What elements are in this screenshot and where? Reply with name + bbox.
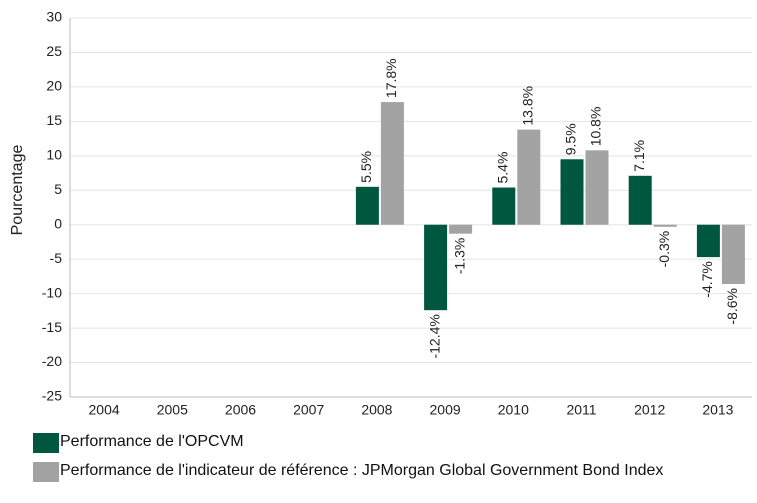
x-tick-label: 2013 <box>702 402 733 418</box>
value-label: -1.3% <box>451 238 467 275</box>
y-tick-label: 30 <box>46 9 62 25</box>
value-label: 7.1% <box>631 140 647 172</box>
chart: Pourcentage -25 -20 -15 -10 -5 0 5 10 15 20 25 30 20… <box>9 9 752 418</box>
value-label: -4.7% <box>699 261 715 298</box>
bar <box>560 159 584 225</box>
x-tick-label: 2009 <box>430 402 461 418</box>
x-tick-label: 2006 <box>225 402 256 418</box>
value-label: 13.8% <box>520 86 536 126</box>
value-label: 10.8% <box>588 107 604 147</box>
y-tick-label: -15 <box>42 319 62 335</box>
bar <box>517 129 541 225</box>
y-tick-label: 20 <box>46 78 62 94</box>
x-tick-label: 2005 <box>157 402 188 418</box>
y-tick-label: 10 <box>46 147 62 163</box>
bar <box>585 150 609 225</box>
y-tick-label: -25 <box>42 388 62 404</box>
value-label: 17.8% <box>383 58 399 98</box>
legend-entry: Performance de l'indicateur de référence… <box>33 462 757 482</box>
value-label: -8.6% <box>724 288 740 325</box>
x-tick-label: 2010 <box>498 402 529 418</box>
y-tick-label: -5 <box>50 250 63 266</box>
y-tick-label: -20 <box>42 353 62 369</box>
bar <box>653 224 677 227</box>
x-tick-label: 2004 <box>89 402 120 418</box>
bar <box>696 224 720 258</box>
value-label: -0.3% <box>656 231 672 268</box>
bar <box>424 224 448 311</box>
y-tick-label: 25 <box>46 43 62 59</box>
value-label: -12.4% <box>426 314 442 358</box>
x-tick-label: 2007 <box>293 402 324 418</box>
value-label: 5.5% <box>358 151 374 183</box>
bar <box>492 187 516 225</box>
legend-label: Performance de l'OPCVM <box>60 433 244 450</box>
y-tick-label: 5 <box>54 181 62 197</box>
x-tick-label: 2011 <box>566 402 596 418</box>
bar <box>721 224 745 284</box>
y-tick-label: 0 <box>54 215 62 231</box>
legend-swatch <box>33 462 59 482</box>
bar <box>449 224 473 234</box>
legend-swatch <box>33 433 59 453</box>
x-tick-label: 2012 <box>634 402 665 418</box>
value-label: 5.4% <box>495 152 511 184</box>
y-tick-label: -10 <box>42 284 62 300</box>
y-axis-label: Pourcentage <box>9 145 26 236</box>
legend-entry: Performance de l'OPCVM <box>33 433 757 453</box>
bar <box>380 102 404 225</box>
y-tick-label: 15 <box>46 112 62 128</box>
legend-label: Performance de l'indicateur de référence… <box>60 462 664 479</box>
bar <box>355 186 379 225</box>
x-tick-label: 2008 <box>361 402 392 418</box>
value-label: 9.5% <box>563 123 579 155</box>
bar <box>628 175 652 225</box>
